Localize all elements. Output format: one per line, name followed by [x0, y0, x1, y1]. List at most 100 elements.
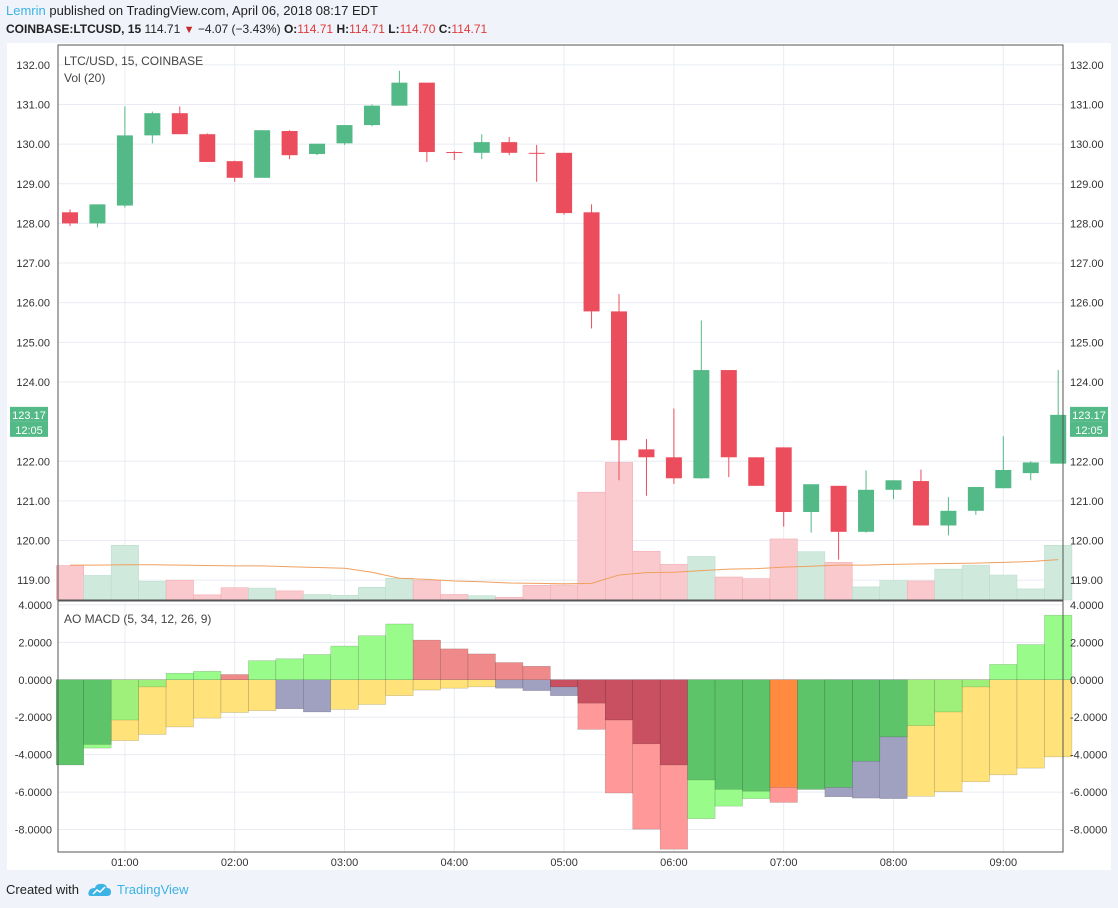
osc-tick-right: -8.0000: [1070, 825, 1107, 837]
price-tick-left: 125.00: [16, 337, 50, 349]
volume-bar: [742, 578, 771, 601]
volume-bar: [605, 462, 633, 601]
volume-bar: [83, 575, 112, 601]
pane-frames: [57, 44, 1064, 853]
ao-bar: [138, 679, 167, 688]
ao-bar: [577, 679, 606, 704]
price-tick-right: 122.00: [1070, 456, 1104, 468]
macd-bar: [330, 679, 359, 710]
volume-bar: [632, 550, 661, 601]
volume-bar: [797, 551, 826, 601]
price-tick-right: 125.00: [1070, 337, 1104, 349]
volume-bar: [522, 585, 551, 601]
osc-tick-left: 2.0000: [18, 637, 52, 649]
symbol-name: COINBASE:LTCUSD, 15: [6, 22, 142, 36]
ao-bar: [934, 679, 963, 713]
osc-tick-right: -6.0000: [1070, 787, 1107, 799]
price-tick-left: 121.00: [16, 496, 50, 508]
candle-body: [611, 311, 627, 441]
right-price-axis[interactable]: 132.00 131.00 130.00 129.00 128.00 127.00 126.…: [1070, 60, 1107, 837]
candle-body: [418, 82, 435, 153]
price-tick-left: 126.00: [16, 298, 50, 310]
candle-body: [363, 105, 380, 126]
low-label: L:: [388, 22, 400, 36]
candle-body: [912, 481, 929, 526]
price-tick-right: 130.00: [1070, 139, 1104, 151]
ao-histogram: [56, 614, 1073, 792]
created-with-text: Created with: [6, 882, 79, 897]
price-tick-right: 128.00: [1070, 218, 1104, 230]
osc-pane-frame: [57, 600, 1064, 853]
macd-bar: [522, 679, 551, 691]
volume-bar: [769, 538, 798, 601]
candles: [62, 70, 1067, 560]
time-tick-label: 08:00: [880, 857, 908, 869]
price-tick-right: 126.00: [1070, 298, 1104, 310]
volume-bar: [440, 594, 469, 601]
candle-body: [995, 469, 1012, 489]
last-price: 114.71: [144, 22, 181, 36]
macd-bar: [961, 679, 990, 783]
main-pane-title: LTC/USD, 15, COINBASE: [64, 54, 203, 68]
volume-bar: [824, 562, 853, 601]
price-tick-left: 119.00: [17, 575, 50, 587]
osc-tick-left: -2.0000: [15, 712, 52, 724]
volume-bar: [906, 580, 935, 601]
volume-bar: [934, 568, 963, 601]
macd-bar: [467, 679, 496, 688]
last-price-tag-left: [10, 406, 48, 422]
osc-tick-left: 0.0000: [18, 675, 52, 687]
indicator-legend: AO MACD (5, 34, 12, 26, 9): [64, 612, 211, 626]
price-tick-left: 124.00: [16, 377, 50, 389]
ao-bar: [193, 671, 222, 681]
ao-bar: [961, 679, 990, 688]
candle-body: [336, 125, 353, 144]
ao-bar: [879, 679, 908, 738]
ao-bar: [385, 623, 414, 681]
open-label: O:: [283, 22, 298, 36]
price-change: −4.07 (−3.43%): [197, 22, 281, 36]
ao-bar: [165, 672, 194, 681]
macd-bar: [495, 679, 524, 689]
price-tick-right: 119.00: [1070, 575, 1103, 587]
volume-bar: [248, 587, 277, 601]
ao-bar: [714, 679, 743, 790]
open-value: 114.71: [297, 22, 334, 36]
candle-body: [199, 134, 216, 162]
left-price-axis[interactable]: 132.00 131.00 130.00 129.00 128.00 127.00 126.…: [15, 60, 52, 837]
tradingview-link[interactable]: TradingView: [87, 882, 189, 897]
low-value: 114.70: [399, 22, 436, 36]
volume-bar: [659, 564, 688, 601]
time-tick-label: 01:00: [111, 857, 139, 869]
volume-bar: [577, 491, 606, 601]
close-value: 114.71: [451, 22, 488, 36]
high-label: H:: [336, 22, 350, 36]
osc-tick-left: -8.0000: [15, 825, 52, 837]
ao-bar: [742, 679, 771, 792]
ao-bar: [303, 654, 332, 681]
macd-bar: [385, 679, 414, 696]
price-tick-right: 129.00: [1070, 179, 1104, 191]
author-link[interactable]: Lemrin: [6, 3, 46, 18]
price-tick-left: 127.00: [16, 258, 50, 270]
volume-bar: [550, 584, 579, 601]
candle-body: [583, 212, 600, 312]
publish-info: Lemrin published on TradingView.com, Apr…: [6, 3, 378, 18]
ao-bar: [412, 639, 441, 681]
ao-bar: [797, 679, 826, 790]
volume-bar: [989, 574, 1018, 601]
volume-bar: [110, 545, 139, 601]
osc-tick-right: 4.0000: [1070, 600, 1104, 612]
time-axis[interactable]: 01:00 02:00 03:00 04:00 05:00 06:00 07:00 08:00…: [111, 857, 1017, 869]
ao-bar: [1016, 644, 1045, 681]
last-price-text-right: 123.17: [1072, 410, 1106, 422]
countdown-text-left: 12:05: [15, 425, 43, 437]
macd-bar: [357, 679, 386, 705]
osc-tick-left: -6.0000: [15, 787, 52, 799]
candle-body: [885, 480, 902, 490]
ao-bar: [357, 635, 386, 681]
candle-body: [720, 370, 737, 458]
macd-bar: [1044, 679, 1073, 758]
time-tick-label: 09:00: [990, 857, 1018, 869]
